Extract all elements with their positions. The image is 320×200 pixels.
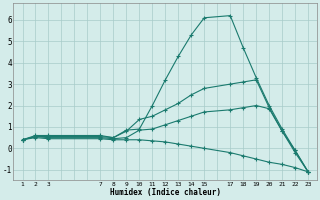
X-axis label: Humidex (Indice chaleur): Humidex (Indice chaleur): [110, 188, 221, 197]
